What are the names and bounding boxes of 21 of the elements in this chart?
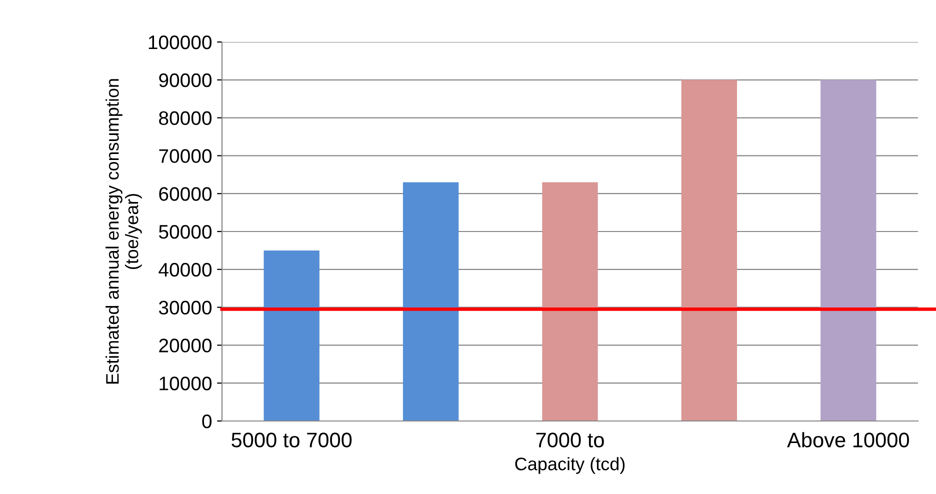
y-tick-label: 100000 [148,35,212,50]
y-tick-label: 20000 [159,338,212,352]
bar [264,250,320,421]
bar [820,80,876,421]
y-tick-label: 60000 [159,187,212,201]
bar [542,182,598,421]
x-tick-label: 7000 to [536,432,604,448]
y-tick-label: 80000 [159,111,212,126]
y-tick-label: 50000 [158,224,212,239]
x-tick-label: Above 10000 [787,432,909,448]
y-tick-label: 90000 [159,73,212,88]
bar [681,80,738,421]
y-axis-title: Estimated annual energy consumption (toe/year) [106,79,142,384]
x-axis-title: Capacity (tcd) [515,457,625,474]
bar [402,182,459,421]
y-tick-label: 70000 [159,149,212,163]
y-tick-label: 10000 [160,376,212,390]
y-tick-label: 30000 [158,300,212,315]
y-tick-label: 40000 [158,262,212,277]
x-tick-label: 5000 to 7000 [232,432,352,448]
y-tick-label: 0 [202,414,212,428]
